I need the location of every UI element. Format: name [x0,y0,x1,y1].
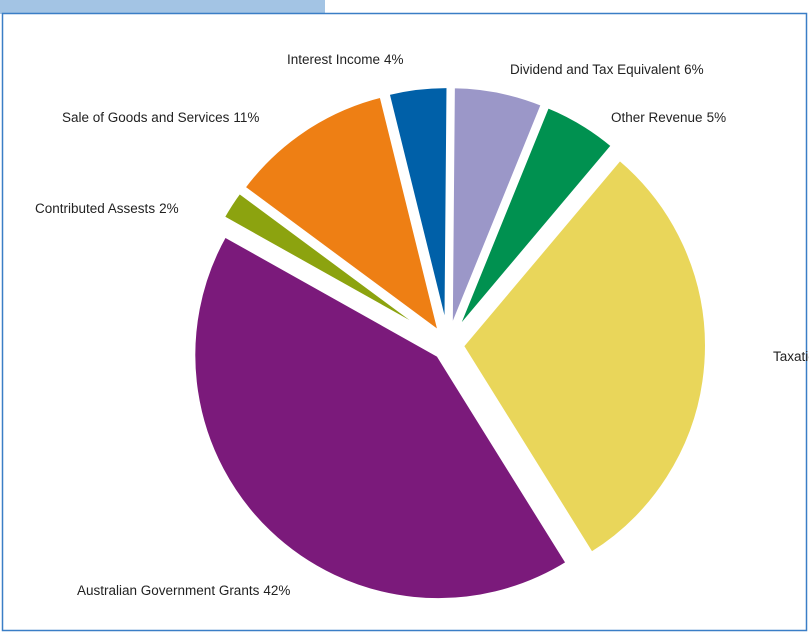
category-name: Dividend and Tax Equivalent [510,62,680,77]
pie-slice [240,93,444,339]
category-name: Other Revenue [611,110,703,125]
slice-label: Taxation30% [773,349,809,364]
value-label: 4% [384,52,404,67]
pie-slice [459,155,709,557]
header-tab [0,0,325,14]
pie-slice [453,103,616,335]
pie-slice [219,188,438,340]
slice-label: Dividend and Tax Equivalent 6% [510,62,704,77]
slice-label: Other Revenue 5% [611,110,726,125]
category-name: Contributed Assests [35,201,155,216]
value-label: 11% [233,110,259,125]
slice-label: Interest Income 4% [287,52,404,67]
slice-label: Contributed Assests 2% [35,201,179,216]
pie-slice [448,84,546,333]
slice-label: Australian Government Grants 42% [77,583,290,598]
category-name: Interest Income [287,52,380,67]
category-name: Taxation [773,349,809,364]
category-name: Sale of Goods and Services [62,110,230,125]
slice-label: Sale of Goods and Services 11% [62,110,259,125]
pie-slice [385,84,451,332]
value-label: 2% [159,201,179,216]
value-label: 5% [707,110,727,125]
value-label: 6% [684,62,704,77]
category-name: Australian Government Grants [77,583,260,598]
pie-slice [191,232,571,603]
value-label: 42% [263,583,290,598]
